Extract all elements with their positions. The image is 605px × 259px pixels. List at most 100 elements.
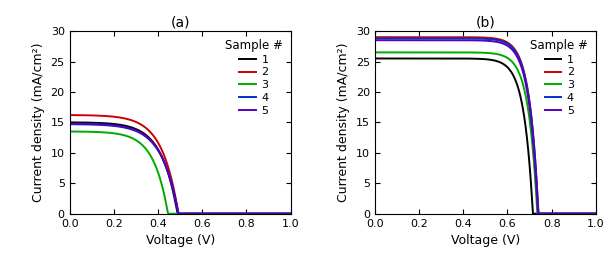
- Title: (a): (a): [171, 16, 190, 30]
- 2: [66, 113, 73, 117]
- Legend: 1, 2, 3, 4, 5: 1, 2, 3, 4, 5: [528, 37, 590, 118]
- Line: 5: 5: [374, 40, 596, 214]
- 1: [473, 57, 480, 60]
- 5: [586, 212, 593, 215]
- 2: [535, 212, 542, 215]
- 3: [534, 212, 541, 215]
- 3: [287, 212, 295, 215]
- 2: [473, 36, 480, 39]
- Y-axis label: Current density (mA/cm²): Current density (mA/cm²): [337, 43, 350, 202]
- 4: [535, 212, 542, 215]
- 3: [66, 130, 73, 133]
- 5: [281, 212, 288, 215]
- 2: [479, 36, 486, 39]
- 3: [281, 212, 288, 215]
- 1: [479, 57, 486, 61]
- 1: [545, 212, 552, 215]
- Title: (b): (b): [476, 16, 495, 30]
- Line: 2: 2: [374, 37, 596, 214]
- Line: 3: 3: [70, 132, 291, 214]
- 3: [479, 51, 486, 54]
- 5: [281, 212, 288, 215]
- 3: [165, 212, 172, 215]
- 5: [287, 212, 295, 215]
- 4: [168, 181, 175, 184]
- 3: [371, 51, 378, 54]
- 2: [174, 205, 181, 208]
- 3: [281, 212, 288, 215]
- X-axis label: Voltage (V): Voltage (V): [146, 234, 215, 247]
- 2: [586, 212, 594, 215]
- 2: [175, 212, 182, 215]
- Legend: 1, 2, 3, 4, 5: 1, 2, 3, 4, 5: [223, 37, 285, 118]
- 2: [382, 36, 390, 39]
- 4: [281, 212, 288, 215]
- 3: [586, 212, 594, 215]
- X-axis label: Voltage (V): Voltage (V): [451, 234, 520, 247]
- 2: [240, 212, 247, 215]
- 4: [77, 123, 85, 126]
- 1: [371, 57, 378, 60]
- 3: [382, 51, 390, 54]
- 2: [77, 114, 85, 117]
- 1: [529, 212, 537, 215]
- Line: 2: 2: [70, 115, 291, 214]
- Line: 1: 1: [374, 59, 596, 214]
- 2: [287, 212, 295, 215]
- 5: [382, 39, 390, 42]
- 5: [240, 212, 247, 215]
- 2: [281, 212, 288, 215]
- 4: [586, 212, 593, 215]
- 1: [168, 183, 175, 186]
- Line: 4: 4: [70, 124, 291, 214]
- 4: [66, 123, 73, 126]
- 2: [168, 177, 175, 180]
- 1: [592, 212, 600, 215]
- 5: [175, 212, 182, 215]
- 4: [592, 212, 600, 215]
- 1: [586, 212, 594, 215]
- 1: [287, 212, 295, 215]
- 2: [371, 36, 378, 39]
- 4: [382, 37, 390, 40]
- Line: 4: 4: [374, 38, 596, 214]
- Y-axis label: Current density (mA/cm²): Current density (mA/cm²): [32, 43, 45, 202]
- 1: [382, 57, 390, 60]
- 1: [586, 212, 593, 215]
- 1: [77, 121, 85, 124]
- 3: [586, 212, 593, 215]
- 3: [168, 212, 175, 215]
- 4: [371, 37, 378, 40]
- 5: [473, 39, 480, 42]
- 4: [287, 212, 295, 215]
- 5: [479, 39, 486, 42]
- Line: 1: 1: [70, 123, 291, 214]
- 5: [77, 122, 85, 125]
- 4: [545, 212, 552, 215]
- 1: [240, 212, 247, 215]
- 1: [281, 212, 288, 215]
- 5: [66, 122, 73, 125]
- 3: [473, 51, 480, 54]
- 1: [281, 212, 288, 215]
- 4: [174, 205, 181, 208]
- 4: [175, 212, 182, 215]
- 3: [77, 130, 85, 133]
- Line: 5: 5: [70, 124, 291, 214]
- 1: [174, 210, 181, 213]
- 5: [168, 181, 175, 184]
- 2: [592, 212, 600, 215]
- 5: [174, 205, 181, 208]
- 5: [545, 212, 552, 215]
- 4: [473, 37, 480, 40]
- 5: [534, 212, 541, 215]
- 3: [592, 212, 600, 215]
- 4: [586, 212, 594, 215]
- 4: [479, 37, 486, 40]
- 5: [592, 212, 600, 215]
- 2: [281, 212, 288, 215]
- 4: [281, 212, 288, 215]
- 3: [545, 212, 552, 215]
- 3: [240, 212, 247, 215]
- 5: [371, 39, 378, 42]
